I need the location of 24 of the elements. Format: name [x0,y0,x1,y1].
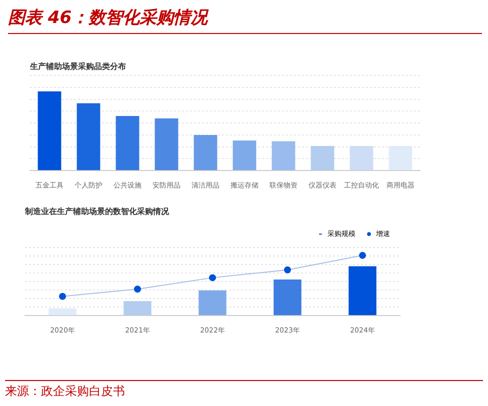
bar [348,266,376,316]
bar [194,134,218,170]
point [284,266,291,274]
bar [198,290,226,316]
chart-title: 制造业在生产辅助场景的数智化采购情况 [24,206,170,216]
bar [124,301,152,316]
point [134,286,141,293]
point [209,274,216,282]
bar [274,279,302,316]
bar [76,103,100,170]
bar [116,116,140,170]
bar [310,146,334,170]
bar [48,308,76,316]
bar [232,140,256,170]
bar [154,118,178,170]
bar [350,146,374,170]
bar [38,91,62,170]
chart-subtitle: 生产辅助场景采购品类分布 [29,62,126,71]
point [59,292,66,300]
point [359,252,366,259]
bar [388,146,412,170]
bar [272,141,296,170]
chart-title: 图表 46：数智化采购情况 [8,6,482,34]
source-note: 来源：政企采购白皮书 [5,380,483,400]
